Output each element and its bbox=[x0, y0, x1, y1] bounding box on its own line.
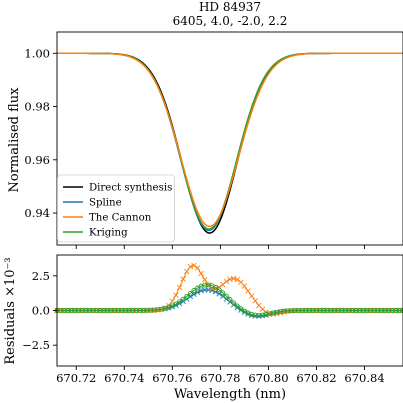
x-tick-label: 670.84 bbox=[344, 371, 384, 385]
residual-series-kriging bbox=[54, 282, 403, 318]
residual-point bbox=[180, 296, 186, 302]
residual-point bbox=[194, 265, 201, 271]
residual-point bbox=[223, 278, 230, 285]
residuals-y-ticks: −2.5 0.0 2.5 bbox=[22, 269, 57, 352]
legend-frame bbox=[57, 174, 175, 243]
legend-label-the-cannon: The Cannon bbox=[89, 213, 152, 224]
residual-point bbox=[234, 276, 240, 283]
legend: Direct synthesis Spline The Cannon Kriging bbox=[57, 174, 175, 243]
residual-point bbox=[187, 290, 193, 296]
legend-label-kriging: Kriging bbox=[89, 228, 128, 239]
residual-point bbox=[173, 292, 179, 298]
flux-y-ticks: 0.94 0.96 0.98 1.00 bbox=[24, 46, 366, 249]
residual-point bbox=[184, 293, 190, 299]
x-tick-label: 670.78 bbox=[200, 371, 240, 385]
flux-y-tick-label: 0.98 bbox=[24, 100, 50, 114]
x-tick-label: 670.80 bbox=[248, 371, 288, 385]
residual-point bbox=[184, 268, 190, 275]
residual-point bbox=[176, 284, 183, 291]
legend-label-spline: Spline bbox=[89, 198, 122, 209]
residuals-plot-area bbox=[54, 262, 403, 319]
residual-point bbox=[191, 262, 197, 269]
residual-point bbox=[259, 306, 266, 312]
flux-line-the-cannon bbox=[57, 52, 403, 228]
residual-point bbox=[400, 308, 403, 313]
flux-plot-area bbox=[57, 52, 403, 234]
residual-point bbox=[241, 283, 248, 289]
residual-point bbox=[220, 290, 226, 296]
residual-point bbox=[202, 277, 208, 283]
residuals-x-ticks: 670.72 670.74 670.76 670.78 670.80 670.82 670.… bbox=[56, 366, 385, 385]
residual-line-kriging bbox=[57, 284, 403, 316]
residual-point bbox=[180, 276, 186, 282]
residual-point bbox=[252, 298, 258, 304]
residual-point bbox=[195, 285, 201, 291]
legend-label-direct-synthesis: Direct synthesis bbox=[89, 183, 172, 194]
residual-point bbox=[223, 293, 229, 299]
residual-point bbox=[191, 288, 197, 293]
legend-items: Direct synthesis Spline The Cannon Kriging bbox=[63, 183, 172, 239]
chart-title: HD 84937 bbox=[199, 0, 261, 14]
residual-point bbox=[245, 288, 251, 294]
residual-point bbox=[187, 263, 194, 270]
residuals-y-tick-label: 0.0 bbox=[32, 304, 50, 318]
flux-axes-frame bbox=[56, 31, 403, 246]
flux-y-axis-label: Normalised flux bbox=[7, 87, 22, 193]
chart-subtitle: 6405, 4.0, -2.0, 2.2 bbox=[173, 14, 288, 28]
x-tick-label: 670.76 bbox=[152, 371, 192, 385]
flux-y-tick-label: 1.00 bbox=[24, 46, 50, 60]
flux-panel: 0.94 0.96 0.98 1.00 Normalised flux Direct … bbox=[7, 31, 403, 249]
x-tick-label: 670.74 bbox=[104, 371, 144, 385]
residual-point bbox=[248, 293, 255, 299]
x-tick-label: 670.72 bbox=[56, 371, 96, 385]
residual-point bbox=[238, 306, 244, 312]
residuals-y-tick-label: 2.5 bbox=[32, 269, 50, 283]
residuals-y-tick-label: −2.5 bbox=[22, 338, 50, 352]
residuals-y-axis-label: Residuals ×10⁻³ bbox=[3, 257, 18, 364]
residual-point bbox=[241, 308, 247, 314]
flux-y-tick-label: 0.96 bbox=[24, 153, 50, 167]
residual-point bbox=[198, 270, 204, 277]
residual-point bbox=[177, 299, 182, 305]
residual-point bbox=[234, 303, 240, 309]
residual-point bbox=[231, 300, 237, 306]
flux-y-tick-label: 0.94 bbox=[24, 206, 50, 220]
residual-point bbox=[213, 284, 219, 290]
x-tick-label: 670.82 bbox=[296, 371, 336, 385]
residuals-panel: −2.5 0.0 2.5 670.72 670.74 670.76 670.78 670.8… bbox=[3, 254, 403, 402]
residual-point bbox=[173, 301, 179, 307]
x-axis-label: Wavelength (nm) bbox=[174, 387, 286, 402]
residual-point bbox=[216, 287, 222, 293]
residual-point bbox=[227, 297, 233, 302]
